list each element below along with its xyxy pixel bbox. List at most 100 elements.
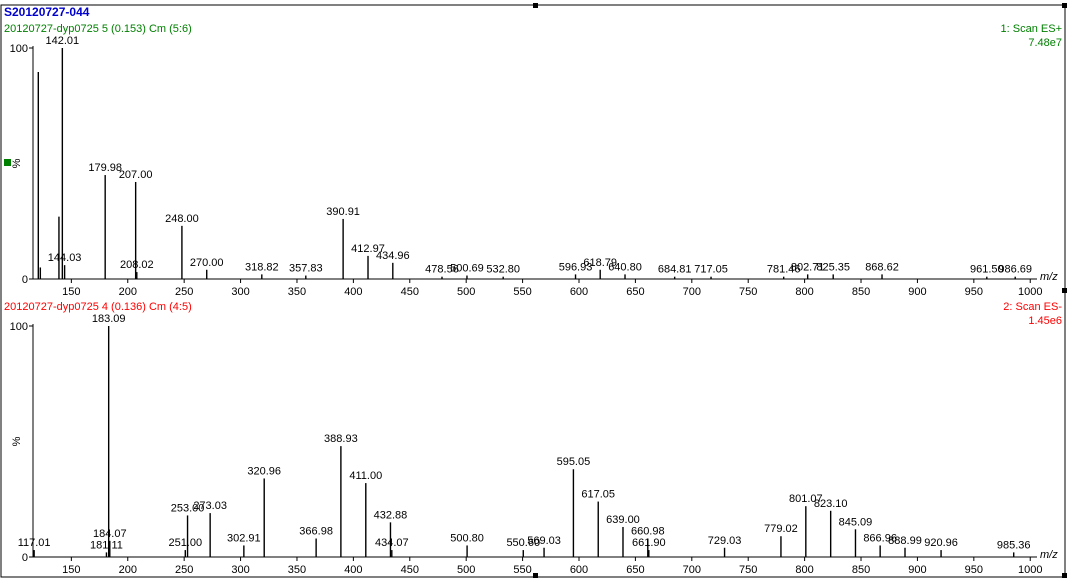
peak-label: 251.00	[168, 537, 202, 549]
peak-label: 532.80	[486, 264, 520, 276]
y-tick-label: 100	[10, 43, 28, 55]
x-tick-label: 600	[570, 564, 588, 576]
handle	[533, 573, 538, 578]
peak-label: 273.03	[193, 500, 227, 512]
x-tick-label: 700	[683, 286, 701, 298]
handle	[1062, 573, 1067, 578]
y-tick-label: 100	[10, 321, 28, 333]
x-tick-label: 600	[570, 286, 588, 298]
peak-label: 595.05	[557, 456, 591, 468]
x-tick-label: 300	[231, 564, 249, 576]
x-tick-label: 850	[852, 564, 870, 576]
peak-label: 781.46	[767, 264, 801, 276]
peak-label: 640.80	[608, 261, 642, 273]
y-axis-label: %	[11, 436, 23, 446]
peak-label: 478.56	[425, 264, 459, 276]
peak-label: 144.03	[48, 252, 82, 264]
peak-label: 183.09	[92, 313, 126, 325]
scan-mode: 1: Scan ES+	[1001, 23, 1062, 35]
peak-label: 779.02	[764, 523, 798, 535]
y-tick-label: 0	[22, 274, 28, 286]
x-tick-label: 150	[62, 286, 80, 298]
peak-label: 660.98	[631, 526, 665, 538]
sample-title: S20120727-044	[4, 5, 90, 19]
x-tick-label: 450	[401, 286, 419, 298]
peak-label: 500.80	[450, 532, 484, 544]
peak-label: 986.69	[998, 264, 1032, 276]
x-tick-label: 900	[908, 286, 926, 298]
x-tick-label: 750	[739, 564, 757, 576]
marker	[4, 159, 11, 166]
peak-label: 868.62	[865, 261, 899, 273]
peak-label: 823.10	[814, 498, 848, 510]
x-tick-label: 400	[344, 564, 362, 576]
peak-label: 985.36	[997, 539, 1031, 551]
handle	[533, 3, 538, 8]
x-tick-label: 250	[175, 286, 193, 298]
peak-label: 717.05	[694, 264, 728, 276]
peak-label: 181.11	[90, 539, 123, 551]
x-tick-label: 850	[852, 286, 870, 298]
x-tick-label: 200	[119, 286, 137, 298]
x-tick-label: 700	[683, 564, 701, 576]
x-tick-label: 150	[62, 564, 80, 576]
x-tick-label: 1000	[1018, 286, 1042, 298]
x-tick-label: 200	[119, 564, 137, 576]
peak-label: 411.00	[349, 470, 382, 482]
x-tick-label: 500	[457, 564, 475, 576]
peak-label: 920.96	[924, 537, 958, 549]
x-tick-label: 650	[626, 286, 644, 298]
scan-mode: 2: Scan ES-	[1003, 301, 1062, 313]
spectrum-subtitle: 20120727-dyp0725 4 (0.136) Cm (4:5)	[4, 301, 192, 313]
x-tick-label: 500	[457, 286, 475, 298]
frame	[0, 4, 1066, 578]
x-tick-label: 550	[513, 286, 531, 298]
peak-label: 320.96	[247, 465, 281, 477]
peak-label: 117.01	[18, 537, 51, 549]
x-tick-label: 550	[513, 564, 531, 576]
peak-label: 618.79	[583, 257, 617, 269]
peak-label: 845.09	[839, 516, 873, 528]
intensity: 7.48e7	[1028, 37, 1062, 49]
peak-label: 248.00	[165, 213, 199, 225]
x-tick-label: 1000	[1018, 564, 1042, 576]
peak-label: 639.00	[606, 514, 640, 526]
peak-label: 432.88	[374, 509, 408, 521]
peak-label: 801.07	[789, 493, 823, 505]
handle	[1062, 288, 1067, 293]
peak-label: 617.05	[581, 489, 615, 501]
x-tick-label: 900	[908, 564, 926, 576]
peak-label: 661.90	[632, 537, 666, 549]
peak-label: 888.99	[888, 535, 922, 547]
x-axis-label: m/z	[1040, 549, 1058, 561]
intensity: 1.45e6	[1028, 315, 1062, 327]
x-axis-label: m/z	[1040, 271, 1058, 283]
x-tick-label: 800	[795, 286, 813, 298]
peak-label: 270.00	[190, 257, 224, 269]
peak-label: 569.03	[527, 535, 561, 547]
peak-label: 550.60	[506, 537, 540, 549]
peak-label: 366.98	[299, 526, 333, 538]
x-tick-label: 300	[231, 286, 249, 298]
peak-label: 390.91	[326, 206, 360, 218]
peak-label: 500.69	[450, 263, 484, 275]
peak-label: 961.50	[970, 264, 1004, 276]
handle	[1062, 3, 1067, 8]
spectrum-subtitle: 20120727-dyp0725 5 (0.153) Cm (5:6)	[4, 23, 192, 35]
peak-label: 825.35	[816, 261, 850, 273]
peak-label: 318.82	[245, 261, 279, 273]
x-tick-label: 950	[965, 286, 983, 298]
peak-label: 596.93	[559, 261, 593, 273]
peak-label: 142.01	[46, 35, 80, 47]
peak-label: 684.81	[658, 264, 692, 276]
x-tick-label: 950	[965, 564, 983, 576]
x-tick-label: 400	[344, 286, 362, 298]
peak-label: 729.03	[708, 535, 742, 547]
y-axis-label: %	[11, 158, 23, 168]
x-tick-label: 350	[288, 286, 306, 298]
peak-label: 253.00	[171, 502, 205, 514]
peak-label: 208.02	[120, 259, 154, 271]
peak-label: 412.97	[351, 243, 385, 255]
peak-label: 434.96	[376, 250, 410, 262]
